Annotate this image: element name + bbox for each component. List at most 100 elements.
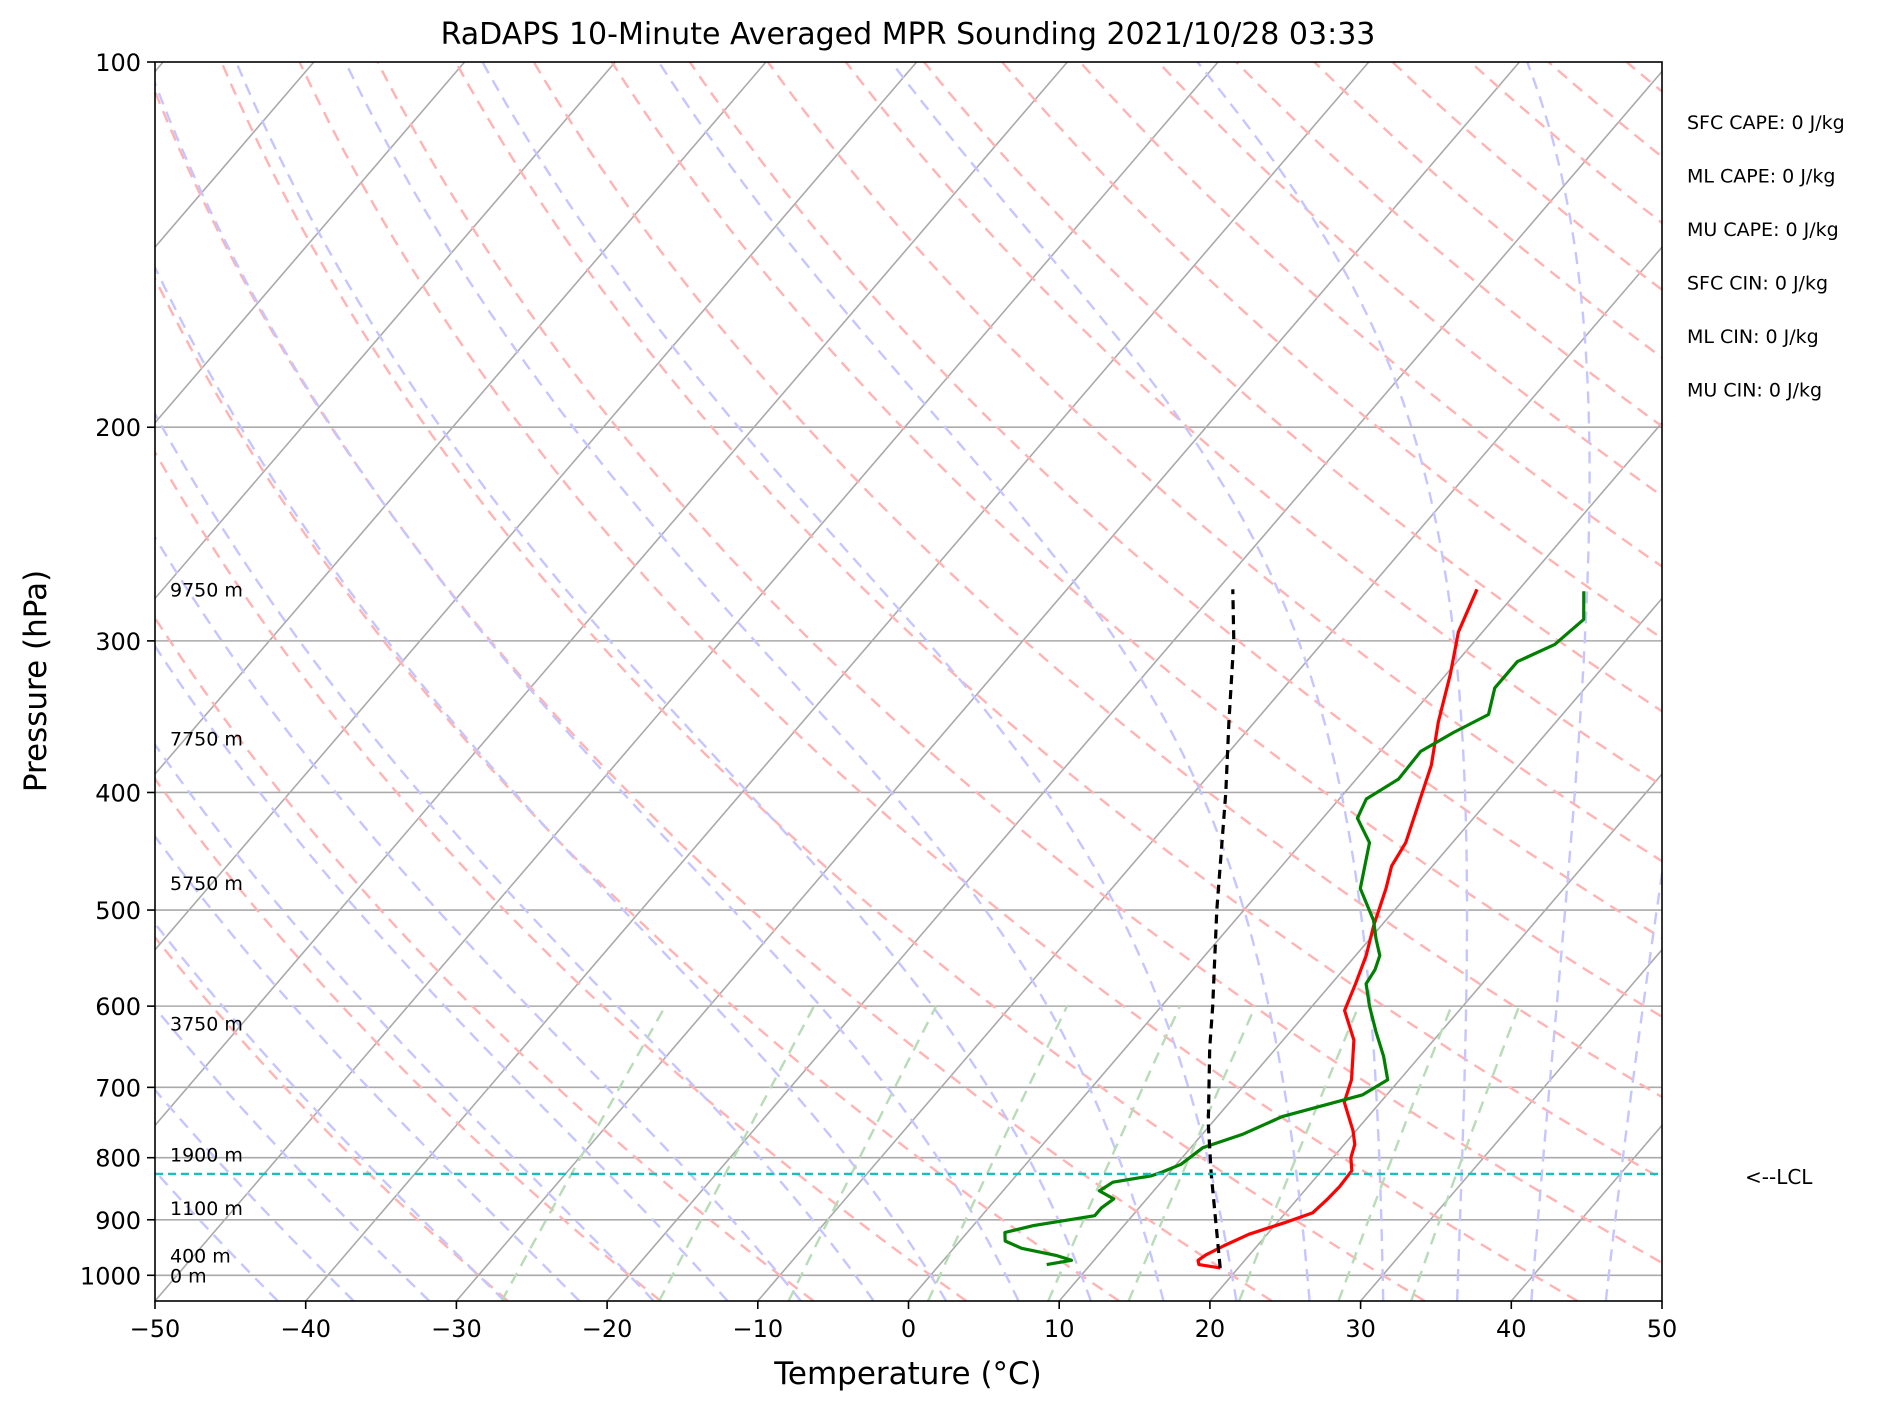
height-label: 1100 m bbox=[170, 1198, 243, 1220]
stability-index-text: ML CIN: 0 J/kg bbox=[1687, 326, 1819, 348]
moist-adiabat-line bbox=[481, 62, 1238, 1301]
x-tick-label: 30 bbox=[1345, 1315, 1376, 1343]
isotherm-line bbox=[155, 62, 616, 600]
stability-indices: SFC CAPE: 0 J/kg ML CAPE: 0 J/kg MU CAPE: … bbox=[1687, 112, 1845, 402]
y-axis-label: Pressure (hPa) bbox=[18, 570, 54, 792]
moist-adiabat-line bbox=[155, 644, 729, 1301]
stability-index-text: ML CAPE: 0 J/kg bbox=[1687, 166, 1835, 188]
isotherm-line bbox=[606, 70, 1662, 1301]
height-label: 400 m bbox=[170, 1245, 231, 1267]
height-label: 1900 m bbox=[170, 1144, 243, 1166]
dry-adiabat-line bbox=[1001, 62, 1662, 640]
moist-adiabat-line bbox=[657, 62, 1311, 1301]
dry-adiabat-line bbox=[155, 88, 1273, 1301]
isotherm-line bbox=[907, 421, 1662, 1301]
dry-adiabat-line bbox=[1235, 62, 1662, 428]
stability-index-text: SFC CIN: 0 J/kg bbox=[1687, 273, 1828, 295]
chart-title: RaDAPS 10-Minute Averaged MPR Sounding 2… bbox=[441, 17, 1376, 52]
moist-adiabat-line bbox=[1196, 62, 1469, 1301]
moist-adiabat-line bbox=[344, 62, 1165, 1301]
isotherm-line bbox=[1209, 772, 1662, 1301]
dry-adiabat-line bbox=[155, 776, 662, 1301]
isotherm-line bbox=[1058, 597, 1662, 1301]
dry-adiabat-line bbox=[376, 62, 1662, 1265]
y-tick-label: 900 bbox=[95, 1207, 141, 1235]
isotherm-line bbox=[155, 62, 1219, 1301]
dry-adiabat-line bbox=[155, 615, 815, 1301]
dry-adiabat-line bbox=[610, 62, 1662, 1019]
dry-adiabat-line bbox=[766, 62, 1662, 863]
isotherm-line bbox=[455, 62, 1521, 1301]
dry-adiabat-line bbox=[1547, 62, 1662, 159]
x-tick-label: 10 bbox=[1044, 1315, 1075, 1343]
dry-adiabat-line bbox=[155, 935, 509, 1301]
dry-adiabat-line bbox=[1157, 62, 1662, 498]
moist-adiabat-line bbox=[890, 62, 1385, 1301]
x-tick-label: 20 bbox=[1195, 1315, 1226, 1343]
dry-adiabat-line bbox=[220, 62, 1426, 1301]
moist-adiabat-line bbox=[155, 921, 506, 1301]
dewpoint-line bbox=[1003, 591, 1586, 1267]
height-label: 9750 m bbox=[170, 579, 243, 601]
dry-adiabat-line bbox=[155, 275, 1120, 1301]
x-tick-label: −20 bbox=[582, 1315, 633, 1343]
y-tick-label: 400 bbox=[95, 779, 141, 807]
x-tick-label: −10 bbox=[732, 1315, 783, 1343]
x-tick-label: −30 bbox=[431, 1315, 482, 1343]
background-lines bbox=[155, 62, 1662, 1301]
stability-index-text: MU CIN: 0 J/kg bbox=[1687, 380, 1822, 402]
height-label: 7750 m bbox=[170, 728, 243, 750]
moist-adiabat-line bbox=[155, 1088, 355, 1301]
x-tick-label: 0 bbox=[901, 1315, 916, 1343]
dry-adiabat-line bbox=[1079, 62, 1662, 569]
y-tick-label: 800 bbox=[95, 1145, 141, 1173]
y-axis: 1000 900 800 700 600 500 400 300 200 100 bbox=[80, 49, 155, 1290]
parcel-line bbox=[1206, 589, 1236, 1269]
mixing-ratio-line bbox=[1047, 1005, 1182, 1301]
moist-adiabat-line bbox=[155, 742, 655, 1301]
dry-adiabat-line bbox=[155, 449, 968, 1301]
height-labels: 9750 m 7750 m 5750 m 3750 m 1900 m 1100 m 400 … bbox=[170, 579, 243, 1287]
height-label: 0 m bbox=[170, 1265, 207, 1287]
series-lines bbox=[155, 588, 1662, 1270]
y-tick-label: 500 bbox=[95, 897, 141, 925]
x-tick-label: −50 bbox=[130, 1315, 181, 1343]
isotherm-line bbox=[305, 62, 1370, 1301]
moist-adiabat-line bbox=[155, 411, 875, 1301]
moist-adiabat-line bbox=[155, 264, 948, 1301]
mixing-ratio-line bbox=[500, 1005, 667, 1301]
isotherm-line bbox=[155, 62, 1068, 1127]
y-tick-label: 100 bbox=[95, 49, 141, 77]
stability-index-text: SFC CAPE: 0 J/kg bbox=[1687, 112, 1845, 134]
dry-adiabat-line bbox=[298, 62, 1579, 1301]
x-tick-label: −40 bbox=[280, 1315, 331, 1343]
dry-adiabat-line bbox=[454, 62, 1662, 1181]
dry-adiabat-line bbox=[1391, 62, 1662, 292]
x-tick-label: 50 bbox=[1647, 1315, 1678, 1343]
height-label: 3750 m bbox=[170, 1013, 243, 1035]
dry-adiabat-line bbox=[688, 62, 1662, 940]
mixing-ratio-line bbox=[1127, 1005, 1257, 1301]
y-tick-label: 600 bbox=[95, 993, 141, 1021]
lcl-label: <--LCL bbox=[1745, 1165, 1813, 1189]
mixing-ratio-line bbox=[1337, 1005, 1453, 1301]
mixing-ratio-line bbox=[658, 1005, 816, 1301]
mixing-ratio-line bbox=[1410, 1005, 1521, 1301]
dry-adiabat-line bbox=[532, 62, 1662, 1099]
isotherm-line bbox=[155, 62, 466, 425]
isotherm-line bbox=[155, 62, 767, 776]
x-tick-label: 40 bbox=[1496, 1315, 1527, 1343]
y-tick-label: 700 bbox=[95, 1074, 141, 1102]
dry-adiabat-line bbox=[1469, 62, 1662, 225]
mixing-ratio-line bbox=[787, 1005, 938, 1301]
y-tick-label: 200 bbox=[95, 414, 141, 442]
temperature-line bbox=[1196, 588, 1479, 1270]
moist-adiabat-line bbox=[234, 62, 1093, 1301]
y-tick-label: 300 bbox=[95, 628, 141, 656]
y-tick-label: 1000 bbox=[80, 1262, 141, 1290]
isotherm-line bbox=[1661, 1299, 1662, 1301]
isotherm-line bbox=[155, 62, 918, 951]
stability-index-text: MU CAPE: 0 J/kg bbox=[1687, 219, 1839, 241]
x-axis-label: Temperature (°C) bbox=[773, 1356, 1042, 1392]
